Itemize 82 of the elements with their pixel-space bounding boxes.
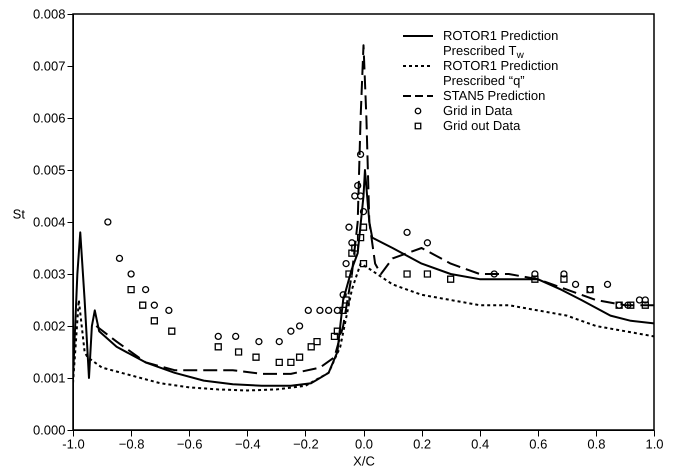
point	[296, 354, 304, 361]
point	[354, 182, 362, 190]
legend-label: Grid in Data	[443, 103, 514, 118]
y-tick-label: 0.001	[32, 370, 66, 386]
point	[356, 150, 364, 158]
y-tick-label: 0.003	[32, 266, 66, 282]
point	[214, 343, 222, 350]
point	[424, 270, 432, 278]
point	[150, 317, 158, 324]
point	[287, 328, 295, 335]
point	[316, 306, 324, 314]
y-tick-label: 0.004	[32, 214, 66, 230]
point	[234, 348, 242, 356]
point	[424, 239, 432, 246]
point	[636, 296, 644, 304]
point	[296, 322, 304, 330]
x-tick-label: −0.8	[118, 436, 144, 452]
x-tick-label: 1.0	[645, 436, 664, 452]
point	[324, 306, 332, 314]
point	[447, 276, 454, 283]
x-tick-label: 0.4	[471, 436, 490, 452]
point	[348, 250, 356, 257]
point	[345, 224, 353, 231]
point	[403, 270, 411, 278]
x-tick-label: 0.0	[354, 436, 374, 452]
point	[342, 260, 350, 268]
point	[490, 270, 498, 278]
legend-label: Grid out Data	[443, 118, 522, 133]
point	[531, 270, 539, 278]
point	[604, 280, 612, 288]
point	[342, 296, 350, 304]
y-tick-label: 0.008	[32, 6, 66, 22]
point	[642, 302, 649, 309]
point	[287, 358, 295, 366]
point	[345, 270, 353, 278]
point	[104, 218, 112, 226]
y-axis-title: St	[12, 206, 26, 222]
x-tick-label: -1.0	[62, 436, 85, 452]
point	[356, 234, 364, 242]
point	[165, 306, 173, 314]
legend-label: ROTOR1 Prediction Prescribed “q”	[443, 58, 558, 88]
point	[351, 192, 358, 200]
point	[142, 286, 150, 294]
x-tick-label: 0.8	[587, 436, 606, 452]
point	[255, 338, 263, 346]
point	[308, 343, 315, 350]
point	[232, 332, 240, 340]
point	[531, 276, 539, 283]
point	[127, 270, 135, 278]
point	[348, 239, 356, 246]
point	[150, 302, 158, 309]
point	[139, 302, 146, 309]
x-axis-title: X/C	[353, 454, 375, 468]
point	[360, 224, 368, 231]
point	[360, 260, 368, 268]
point	[572, 280, 580, 288]
x-tick-label: 0.6	[529, 436, 548, 452]
point	[276, 358, 283, 366]
point	[330, 332, 338, 340]
y-tick-label: 0.006	[32, 110, 66, 126]
y-tick-label: 0.000	[32, 422, 66, 438]
point	[403, 228, 411, 236]
point	[560, 270, 568, 278]
x-tick-label: −0.6	[176, 436, 203, 452]
point	[276, 338, 283, 346]
legend-label: STAN5 Prediction	[443, 88, 546, 103]
point	[127, 286, 135, 294]
y-tick-label: 0.005	[32, 162, 66, 178]
point	[214, 332, 222, 340]
point	[116, 254, 124, 262]
y-tick-label: 0.002	[32, 318, 66, 334]
point	[334, 306, 342, 314]
point	[313, 338, 321, 346]
x-tick-label: 0.2	[413, 436, 432, 452]
x-tick-label: −0.2	[293, 436, 319, 452]
point	[168, 328, 176, 335]
point	[304, 306, 312, 314]
point	[560, 276, 568, 283]
y-tick-label: 0.007	[32, 58, 66, 74]
x-tick-label: −0.4	[234, 436, 261, 452]
point	[252, 354, 260, 361]
point	[627, 302, 634, 309]
